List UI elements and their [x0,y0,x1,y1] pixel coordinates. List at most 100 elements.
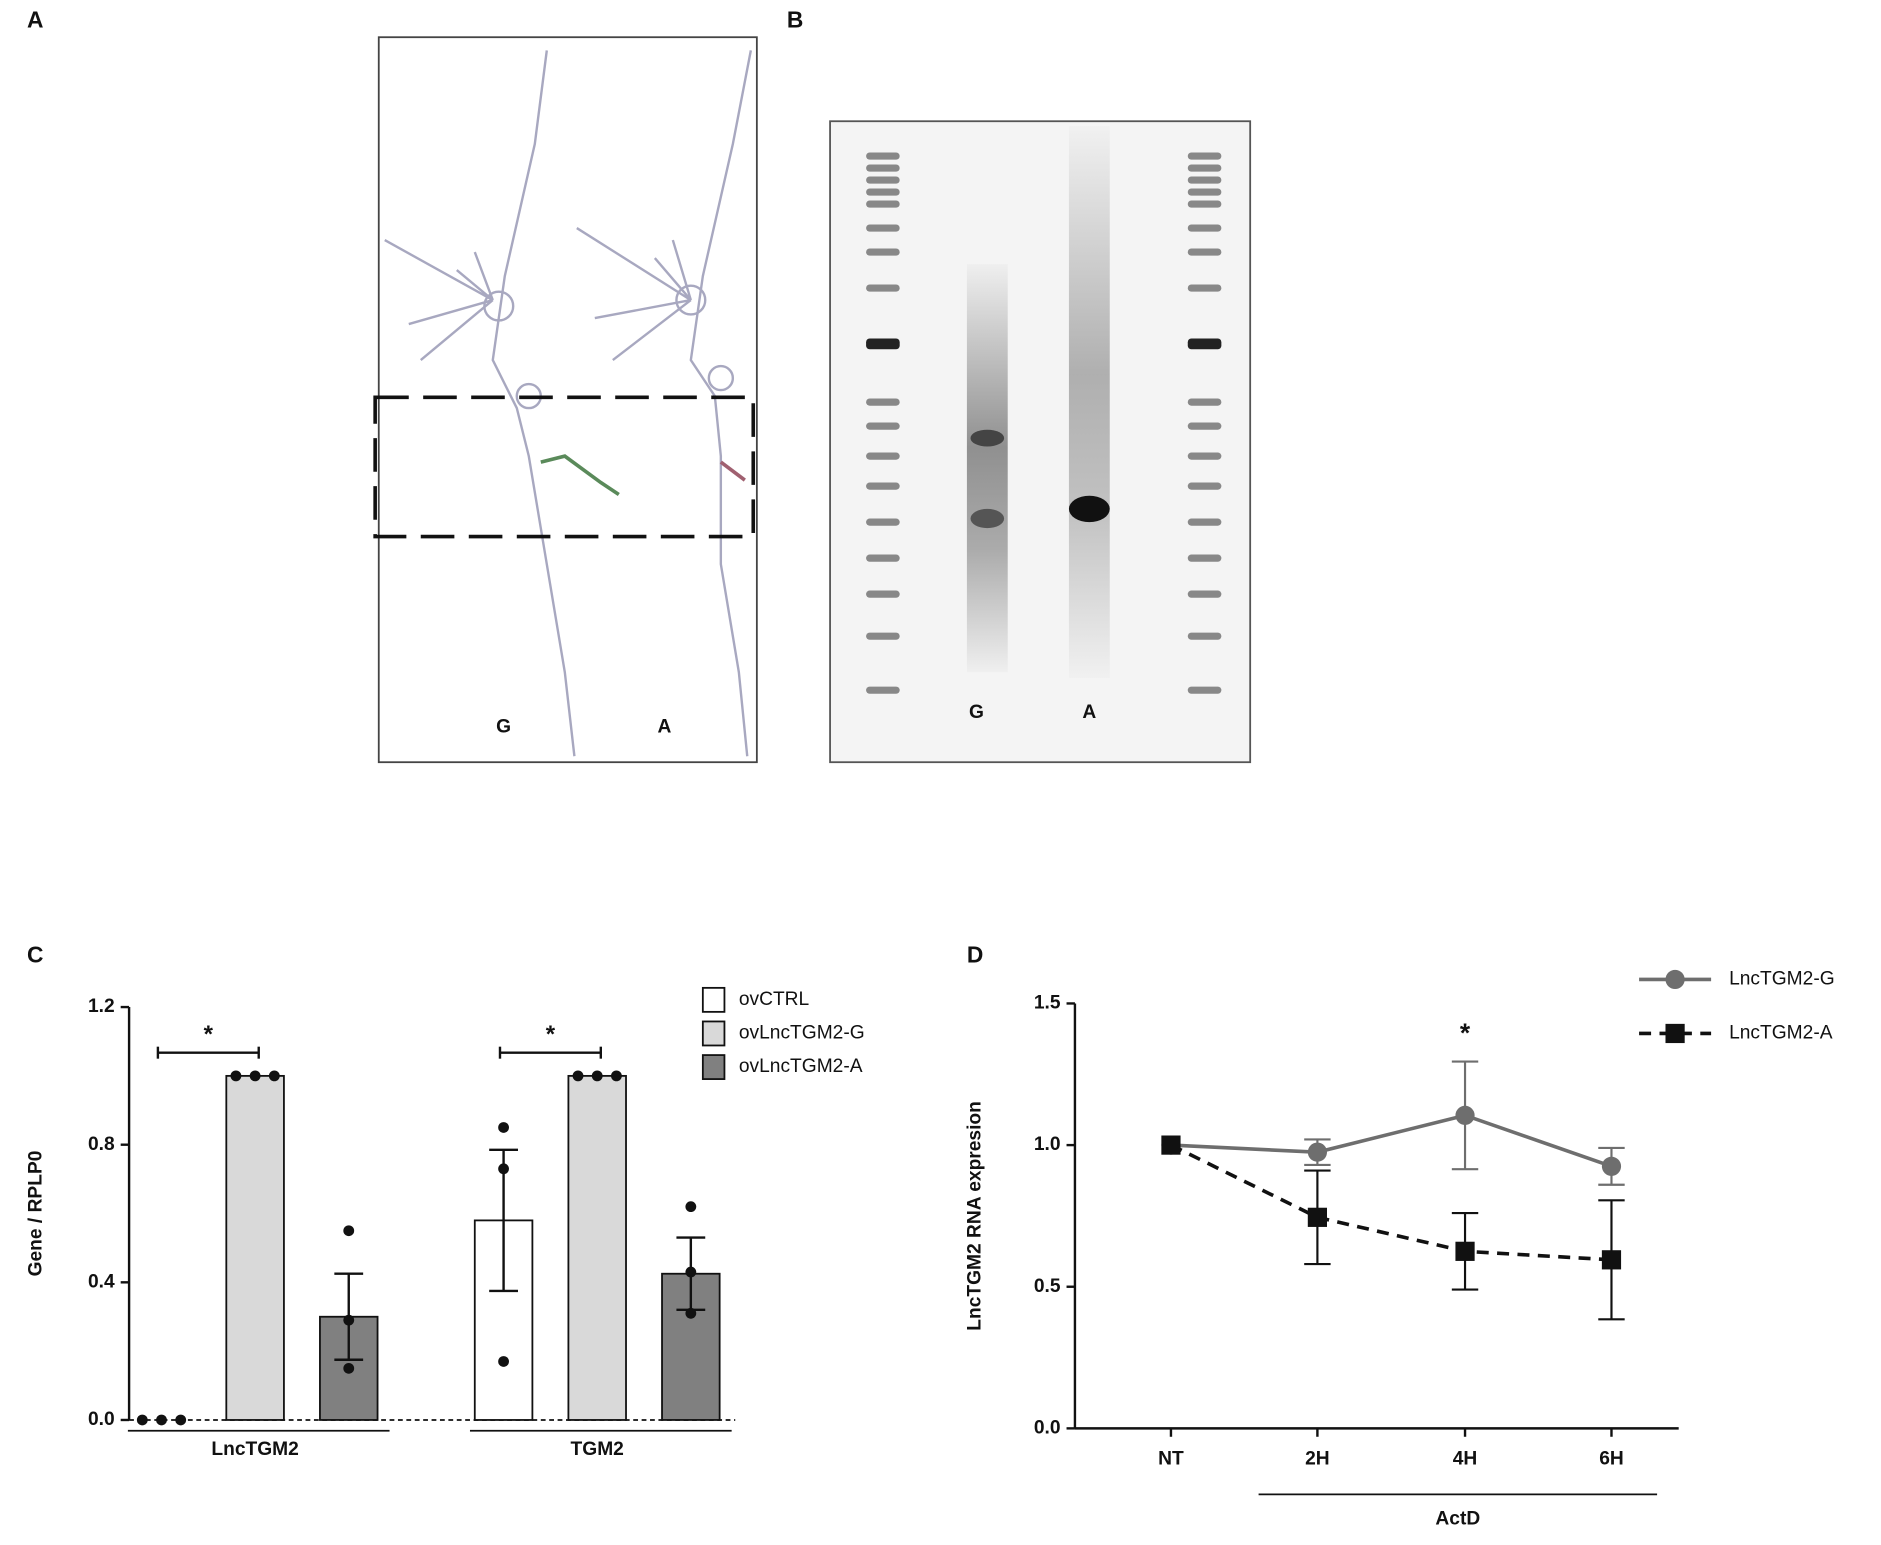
marker [1455,1241,1475,1261]
data-point [268,1070,280,1082]
ladder-band [866,398,900,406]
y-tick-label: 0.5 [1034,1276,1061,1297]
x-tick-label: 6H [1599,1449,1624,1470]
ladder-band [1187,164,1222,172]
ladder-band [866,338,900,350]
panel-label: A [27,7,43,33]
legend-marker [1665,969,1685,990]
ladder-band [1187,632,1222,640]
marker [1307,1207,1328,1227]
ladder-band [1187,188,1222,196]
ladder-band [1187,422,1222,430]
data-point [572,1070,584,1082]
ladder-band [1187,338,1222,350]
data-point [343,1225,355,1237]
y-tick-label: 1.0 [1034,1134,1061,1155]
ladder-band [1187,590,1222,598]
x-tick-label: LncTGM2 [211,1439,298,1460]
y-tick-label: 0.8 [88,1134,115,1155]
marker [1601,1156,1622,1176]
data-point [175,1414,187,1426]
legend-label: ovLncTGM2-A [739,1056,863,1077]
legend-swatch [701,986,726,1013]
y-tick-label: 1.5 [1034,993,1061,1014]
x-tick-label: 4H [1453,1449,1478,1470]
ladder-band [1187,224,1222,232]
ladder-band [1187,176,1222,184]
x-group-label: ActD [1435,1509,1480,1530]
panel-label: B [787,7,803,33]
ladder-band [866,422,900,430]
ladder-band [1187,482,1222,490]
ladder-band [866,452,900,460]
panel-label: D [967,942,983,968]
marker [1307,1142,1328,1162]
line [1170,1143,1612,1262]
ladder-band [1187,554,1222,562]
marker [1455,1105,1475,1125]
ladder-band [866,188,900,196]
bar [567,1074,627,1421]
ladder-band [1187,152,1222,160]
marker [1161,1135,1181,1155]
ladder-band [1187,248,1222,256]
lane-label: G [496,716,511,737]
ladder-band [866,554,900,562]
x-tick-label: 2H [1305,1449,1330,1470]
ladder-band [866,284,900,292]
ladder-band [866,164,900,172]
data-point [343,1362,355,1374]
bar [225,1074,285,1421]
ladder-band [1187,284,1222,292]
line [1170,1113,1613,1169]
legend-swatch [701,1054,726,1080]
gel-image [829,120,1252,764]
ladder-band [866,518,900,526]
legend-label: ovLncTGM2-G [739,1023,865,1044]
y-tick-label: 1.2 [88,996,115,1017]
ladder-band [866,200,900,208]
data-point [156,1414,167,1426]
y-axis-label: LncTGM2 RNA expresion [964,1101,985,1331]
data-point [685,1307,697,1319]
ladder-band [1187,200,1222,208]
significance: * [1460,1018,1471,1048]
significance: * [546,1021,556,1048]
data-point [591,1070,603,1082]
ladder-band [866,590,900,598]
lane-label: A [1082,702,1096,723]
data-point [136,1414,148,1426]
data-point [249,1070,261,1082]
data-point [685,1201,697,1213]
ladder-band [1187,686,1222,694]
panel-label: C [27,942,43,968]
legend-label: LncTGM2-A [1729,1023,1833,1044]
y-axis-label: Gene / RPLP0 [26,1151,47,1277]
ladder-band [1187,518,1222,526]
ladder-band [866,686,900,694]
data-point [498,1356,509,1367]
y-tick-label: 0.4 [88,1271,115,1292]
data-point [343,1314,355,1326]
rna-structure-image [373,36,758,764]
legend-swatch [701,1020,726,1047]
ladder-band [1187,452,1222,460]
ladder-band [866,482,900,490]
legend-label: ovCTRL [739,989,810,1010]
data-point [685,1266,697,1278]
legend-label: LncTGM2-G [1729,969,1835,990]
ladder-band [866,224,900,232]
data-point [611,1070,622,1082]
ladder-band [866,632,900,640]
legend-marker [1665,1023,1685,1044]
lane-label: G [969,702,984,723]
data-point [230,1070,242,1082]
marker [1601,1250,1622,1270]
ladder-band [866,248,900,256]
x-tick-label: TGM2 [571,1439,624,1460]
data-point [498,1122,509,1133]
x-tick-label: NT [1158,1449,1184,1470]
lane-label: A [657,716,671,737]
ladder-band [866,176,900,184]
